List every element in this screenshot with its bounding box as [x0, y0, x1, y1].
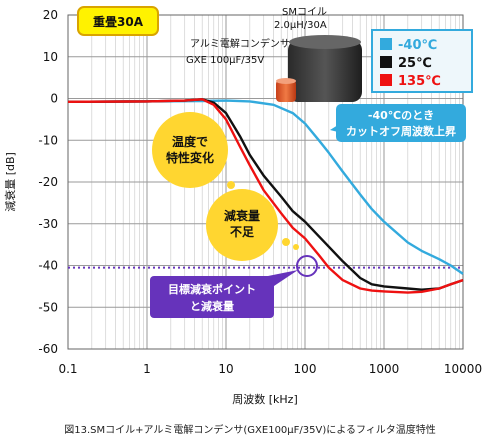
y-tick-label: 0	[50, 92, 58, 106]
bubble-attenuation-line1: 減衰量	[224, 208, 260, 223]
x-tick-label: 1000	[369, 362, 400, 376]
legend-swatch-135	[380, 74, 392, 86]
y-tick-label: 10	[43, 50, 58, 64]
load-badge-text: 重畳30A	[93, 14, 144, 29]
sm-coil-label-1: SMコイル	[282, 7, 327, 18]
series-line-0	[67, 99, 464, 275]
plot-frame	[67, 14, 464, 350]
y-tick-label: -50	[38, 300, 58, 314]
sm-coil-label-2: 2.0μH/30A	[274, 20, 327, 31]
legend-swatch-minus40	[380, 38, 392, 50]
y-axis-title: 減衰量 [dB]	[3, 152, 17, 212]
y-tick-label: -40	[38, 259, 58, 273]
series-lines	[67, 98, 464, 294]
y-tick-label: -10	[38, 133, 58, 147]
sm-coil-image	[288, 35, 362, 102]
figure-caption: 図13.SMコイル+アルミ電解コンデンサ(GXE100μF/35V)によるフィル…	[64, 423, 436, 436]
bubble-attenuation-line2: 不足	[230, 225, 254, 239]
series-line-1	[67, 98, 464, 291]
x-axis-title: 周波数 [kHz]	[232, 393, 298, 406]
legend: -40℃ 25℃ 135℃	[371, 29, 473, 93]
bubble-temperature-line1: 温度で	[172, 134, 208, 149]
y-tick-labels: 20 10 0 -10 -20 -30 -40 -50 -60	[38, 8, 58, 356]
bubble-temperature-line2: 特性変化	[166, 150, 214, 165]
target-point-circle	[296, 255, 318, 277]
legend-label-minus40: -40℃	[398, 38, 437, 53]
target-callout	[150, 270, 298, 318]
y-tick-label: -30	[38, 217, 58, 231]
legend-swatch-25	[380, 56, 392, 68]
legend-label-135: 135℃	[398, 74, 441, 89]
capacitor-image	[276, 78, 296, 102]
target-callout-line1: 目標減衰ポイント	[168, 282, 256, 296]
cutoff-callout-line2: カットオフ周波数上昇	[346, 124, 456, 138]
x-tick-labels: 0.1 1 10 100 1000 10000	[58, 362, 482, 376]
series-line-2	[67, 98, 464, 294]
capacitor-label-2: GXE 100μF/35V	[186, 55, 264, 66]
x-tick-label: 10	[218, 362, 233, 376]
bubble-attenuation	[206, 189, 299, 261]
capacitor-label-1: アルミ電解コンデンサ	[190, 37, 290, 50]
x-tick-label: 10000	[444, 362, 482, 376]
target-callout-line2: と減衰量	[190, 299, 234, 313]
x-tick-label: 0.1	[58, 362, 77, 376]
x-tick-label: 100	[294, 362, 317, 376]
y-tick-label: 20	[43, 8, 58, 22]
cutoff-callout-line1: -40℃のとき	[368, 109, 434, 122]
y-tick-label: -60	[38, 342, 58, 356]
x-tick-label: 1	[143, 362, 151, 376]
load-badge	[77, 6, 159, 36]
y-tick-label: -20	[38, 175, 58, 189]
cutoff-callout	[330, 104, 466, 142]
legend-label-25: 25℃	[398, 56, 432, 71]
